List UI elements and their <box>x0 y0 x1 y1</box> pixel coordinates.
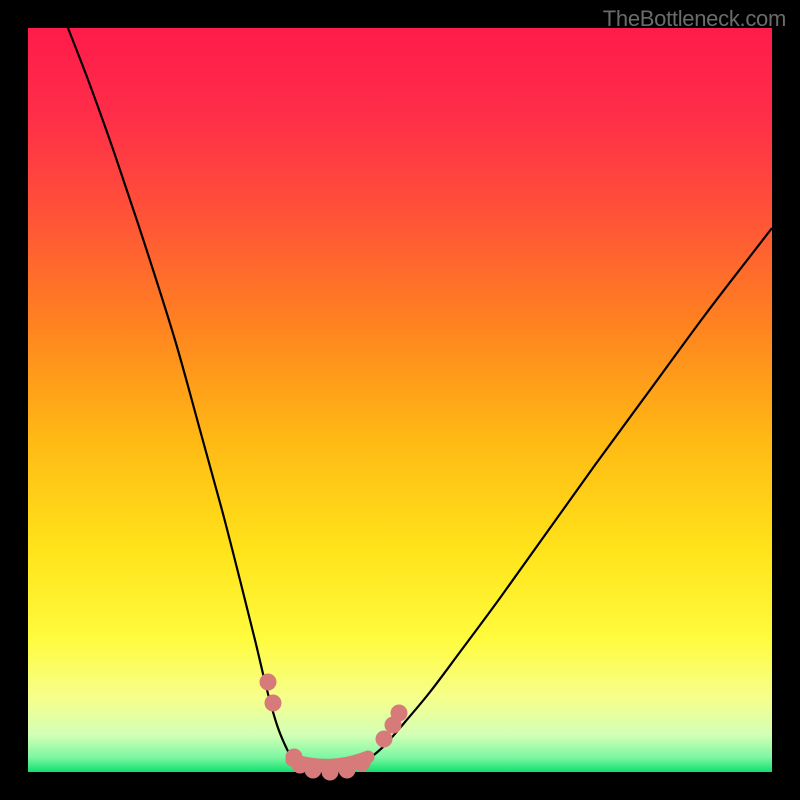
watermark-text: TheBottleneck.com <box>603 6 786 32</box>
plot-area <box>28 28 772 772</box>
